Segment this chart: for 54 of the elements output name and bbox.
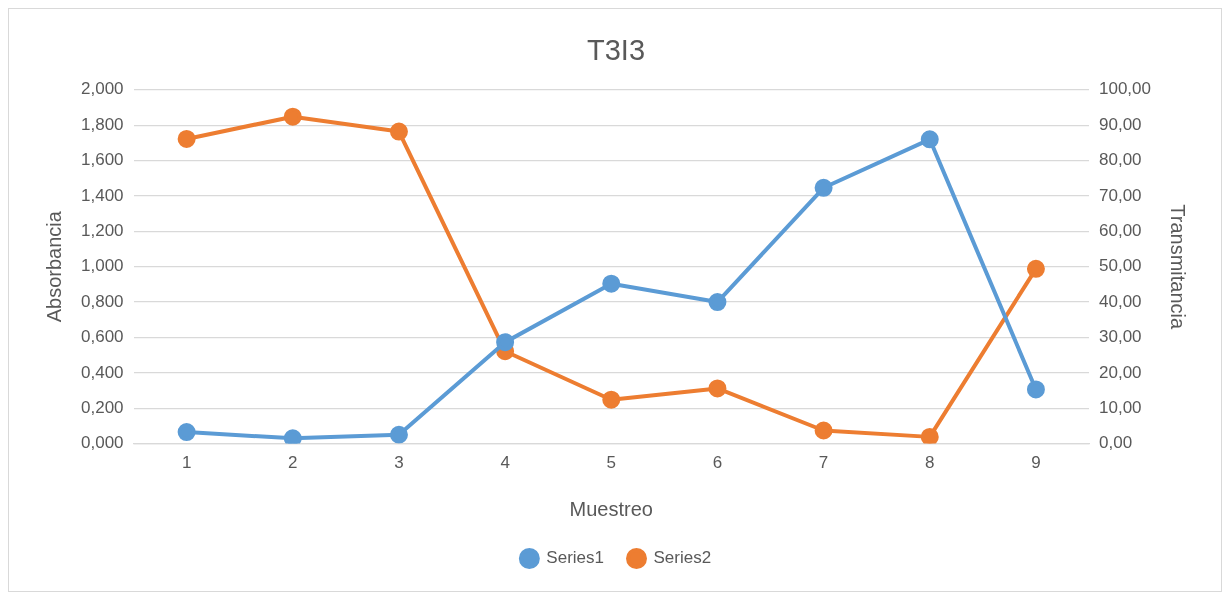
point [177, 423, 196, 442]
y-tick-label: 0,000 [80, 433, 124, 453]
y-tick-label: 0,200 [80, 397, 124, 417]
point [283, 429, 302, 444]
point [389, 122, 408, 141]
y-tick-label: 1,800 [80, 114, 124, 134]
point [283, 107, 302, 126]
x-tick-label: 7 [818, 453, 829, 473]
chart-title: T3I3 [586, 34, 646, 67]
y-tick-label: 0,800 [80, 291, 124, 311]
point [1026, 259, 1045, 278]
point [602, 390, 621, 409]
x-tick-label: 6 [712, 453, 723, 473]
point [920, 130, 939, 149]
x-tick-label: 2 [288, 453, 298, 473]
y-axis-title: Absorbancia [42, 210, 65, 323]
x-axis-title: Muestreo [569, 497, 653, 520]
y2-tick-label: 20,00 [1099, 362, 1142, 382]
point [708, 379, 727, 398]
y2-tick-label: 60,00 [1099, 221, 1142, 241]
y2-tick-label: 90,00 [1099, 114, 1142, 134]
y2-axis-title: Transmitancia [1167, 204, 1190, 330]
y2-tick-label: 10,00 [1099, 397, 1142, 417]
x-tick-label: 1 [181, 453, 192, 473]
y2-tick-label: 100,00 [1099, 79, 1151, 99]
y2-tick-label: 40,00 [1099, 291, 1142, 311]
y-tick-label: 0,400 [80, 362, 124, 382]
point [602, 274, 621, 293]
point [389, 425, 408, 444]
point [1026, 380, 1045, 399]
y-tick-label: 0,600 [80, 327, 124, 347]
x-tick-label: 9 [1031, 453, 1041, 473]
y-tick-label: 1,400 [80, 185, 124, 205]
legend-label: Series1 [546, 548, 604, 568]
point [920, 427, 939, 444]
y2-tick-label: 0,00 [1099, 433, 1133, 453]
y-tick-label: 1,000 [80, 256, 124, 276]
x-tick-label: 8 [925, 453, 935, 473]
point [496, 333, 515, 352]
y2-tick-label: 80,00 [1099, 150, 1142, 170]
x-tick-label: 3 [394, 453, 404, 473]
x-tick-label: 4 [500, 453, 510, 473]
y2-tick-label: 30,00 [1099, 327, 1142, 347]
x-tick-label: 5 [606, 453, 617, 473]
point [814, 178, 833, 197]
point [814, 421, 833, 440]
point [177, 129, 196, 148]
y-tick-label: 1,200 [80, 221, 124, 241]
y-tick-label: 1,600 [80, 150, 124, 170]
legend-label: Series2 [653, 548, 712, 568]
y2-tick-label: 50,00 [1099, 256, 1142, 276]
y2-tick-label: 70,00 [1099, 185, 1142, 205]
point [708, 293, 727, 312]
y-tick-label: 2,000 [80, 79, 124, 99]
